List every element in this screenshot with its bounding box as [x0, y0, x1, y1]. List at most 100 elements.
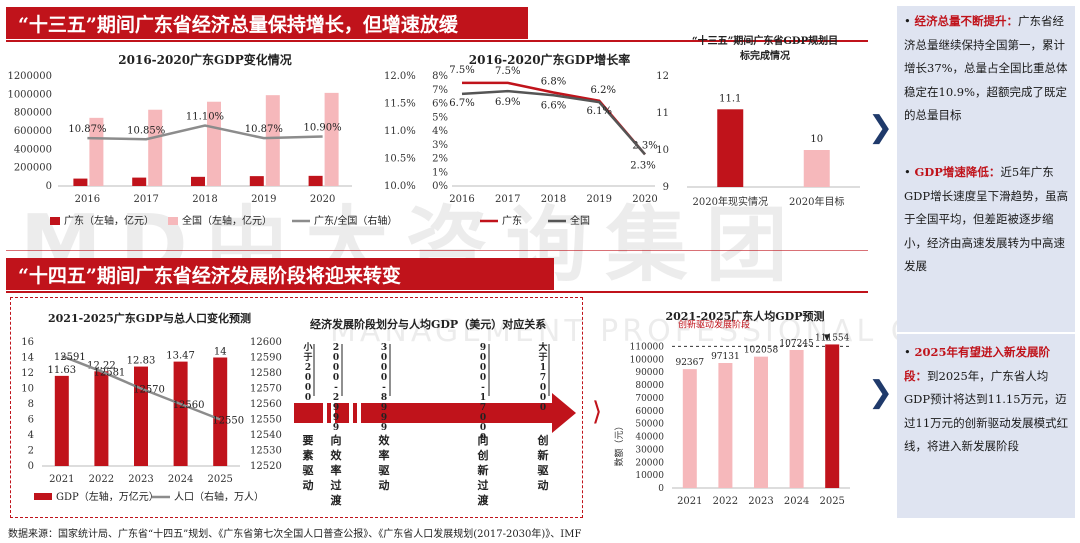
per-capita-gdp-forecast-chart: 2021-2025广东人均GDP预测 0 10000 20000 30000 40000 5…	[613, 309, 850, 507]
y-axis-title: 数额（元）	[613, 421, 625, 466]
legend-swatch-guangdong	[50, 217, 60, 225]
bar-per-capita-gdp	[718, 362, 733, 488]
y-right-tick-label: 11.0%	[384, 126, 416, 137]
stage-range-char: 0	[305, 393, 311, 403]
x-tick-label: 2020年现实情况	[693, 195, 768, 208]
stage-label-char: 动	[379, 478, 390, 492]
stage-range-char: 于	[303, 352, 312, 363]
threshold-arrow-icon	[824, 334, 830, 342]
y-left-tick-label: 1200000	[7, 71, 52, 82]
summary-point-stage: • 2025年有望进入新发展阶段：到2025年，广东省人均GDP预计将达到11.…	[904, 345, 1069, 454]
threshold-label: 创新驱动发展阶段	[678, 318, 750, 330]
stage-range-char: 0	[480, 363, 486, 373]
bar-per-capita-gdp	[754, 356, 768, 488]
legend-swatch-national	[168, 217, 178, 225]
y-right-tick-label: 12600	[250, 337, 282, 348]
stage-label-char: 渡	[331, 493, 343, 507]
bar-national	[207, 101, 221, 186]
data-label-gdp: 14	[214, 347, 227, 358]
bar-national	[265, 95, 280, 186]
summary-body: 到2025年，广东省人均GDP预计将达到11.15万元，迈过11万元的创新驱动发…	[904, 368, 1069, 454]
data-label: 107245	[779, 339, 814, 349]
summary-point-total: • 经济总量不断提升：广东省经济总量继续保持全国第一，累计增长37%，总量占全国…	[904, 14, 1068, 122]
stage-range-char: 0	[305, 383, 311, 393]
y-tick-label: 10	[656, 145, 669, 156]
y-right-tick-label: 12570	[250, 384, 282, 395]
stage-label-char: 过	[331, 478, 342, 492]
stage-range-char: 9	[480, 343, 486, 353]
summary-body: 近5年广东GDP增长速度呈下滑趋势，虽高于全国平均，但差距被逐步缩小，经济由高速…	[904, 165, 1069, 273]
x-tick-label: 2019	[251, 194, 276, 205]
summary-head: 经济总量不断提升：	[914, 14, 1018, 28]
stage-range-char: 7	[480, 403, 486, 413]
chart-title: “十三五”期间广东省GDP规划目	[692, 34, 838, 47]
stage-label-char: 向	[478, 433, 489, 447]
stage-label-char: 动	[538, 478, 549, 492]
y-tick-label: 80000	[635, 381, 664, 391]
bar-per-capita-gdp	[682, 369, 697, 488]
x-tick-label: 2018	[192, 194, 217, 205]
stage-label-char: 驱	[538, 464, 549, 477]
bar-gdp	[213, 357, 228, 466]
data-label: 10	[810, 134, 823, 145]
y-tick-label: 3%	[432, 140, 448, 151]
y-tick-label: 110000	[630, 342, 665, 352]
x-tick-label: 2020	[632, 194, 657, 205]
bar-target	[803, 150, 830, 187]
y-tick-label: 7%	[432, 85, 448, 96]
y-right-tick-label: 11.5%	[384, 99, 416, 110]
line-national	[461, 89, 646, 156]
stage-range-char: 0	[480, 423, 486, 433]
bar-actual	[717, 109, 744, 187]
y-left-tick-label: 14	[21, 353, 34, 364]
chevron-right-icon: ❯	[868, 110, 894, 145]
y-tick-label: 2%	[432, 154, 448, 165]
stage-range-char: 0	[333, 363, 339, 373]
x-tick-label: 2016	[75, 194, 100, 205]
stage-label-char: 渡	[478, 493, 490, 507]
data-label: 6.6%	[541, 100, 566, 111]
stage-range-char: 0	[540, 393, 546, 403]
data-label: 7.5%	[449, 65, 474, 76]
stage-range-char: 0	[381, 373, 387, 383]
bar-guangdong	[249, 176, 264, 186]
bar-per-capita-gdp	[825, 344, 840, 488]
y-left-tick-label: 16	[21, 337, 34, 348]
data-label-gdp: 12.22	[87, 360, 116, 371]
data-label: 2.3%	[632, 140, 657, 151]
x-tick-label: 2020	[310, 194, 335, 205]
stage-label-char: 素	[303, 448, 314, 462]
y-left-tick-label: 8	[28, 399, 34, 410]
y-right-tick-label: 12540	[250, 430, 282, 441]
data-label-share: 10.90%	[304, 123, 342, 134]
stage-range-char: 0	[381, 363, 387, 373]
chart-title: 标完成情况	[739, 49, 790, 62]
bar-guangdong	[191, 176, 205, 186]
bar-guangdong	[132, 177, 147, 186]
gdp-change-chart: 2016-2020广东GDP变化情况 0 200000 400000 600000 800…	[7, 52, 416, 227]
x-tick-label: 2019	[587, 194, 612, 205]
stage-range-char: 9	[333, 413, 339, 423]
chevron-right-icon: ❯	[868, 375, 894, 410]
summary-head: 2025年有望进入新发展阶段：	[904, 345, 1050, 383]
data-label: 6.8%	[541, 77, 566, 88]
stage-label-char: 效	[331, 448, 343, 462]
y-tick-label: 4%	[432, 126, 448, 137]
y-left-tick-label: 6	[28, 415, 34, 426]
stage-arrow-gap	[357, 402, 361, 424]
banner-underline-bottom	[6, 291, 868, 293]
stage-label-char: 过	[478, 478, 489, 492]
stage-range-char: 2	[333, 343, 339, 353]
y-tick-label: 12	[656, 71, 669, 82]
data-label: 97131	[711, 352, 740, 362]
y-right-tick-label: 12520	[250, 461, 282, 472]
x-tick-label: 2018	[541, 194, 566, 205]
y-left-tick-label: 1000000	[7, 89, 52, 100]
stage-range-char: 大	[538, 341, 547, 353]
y-left-tick-label: 200000	[14, 163, 52, 174]
x-tick-label: 2017	[495, 194, 520, 205]
data-label: 11.1	[719, 93, 741, 104]
data-label: 7.5%	[495, 66, 520, 77]
y-left-tick-label: 600000	[14, 126, 52, 137]
data-label-population: 12550	[212, 416, 244, 427]
